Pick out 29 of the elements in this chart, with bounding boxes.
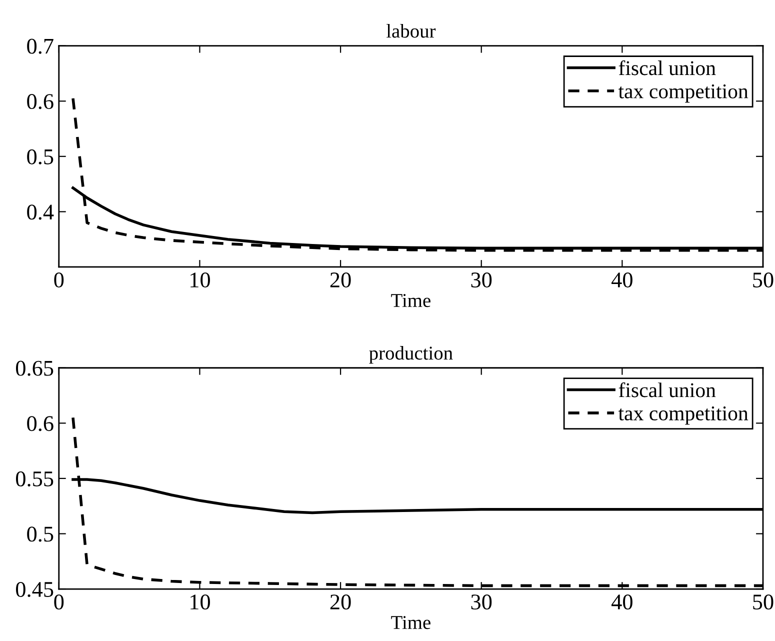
x-tick-label: 20 bbox=[330, 594, 351, 610]
y-tick-label: 0.65 bbox=[16, 360, 54, 376]
y-tick-label: 0.55 bbox=[16, 471, 54, 486]
x-axis-title: Time bbox=[391, 616, 430, 630]
x-tick-label: 50 bbox=[753, 594, 774, 610]
y-tick-label: 0.7 bbox=[27, 38, 54, 54]
chart-title: labour bbox=[386, 24, 436, 38]
x-tick-label: 10 bbox=[190, 594, 210, 610]
x-tick-label: 40 bbox=[611, 272, 632, 288]
y-tick-label: 0.45 bbox=[16, 582, 54, 598]
x-tick-label: 10 bbox=[190, 272, 210, 288]
y-tick-label: 0.4 bbox=[27, 204, 54, 220]
x-tick-label: 0 bbox=[54, 594, 64, 610]
y-tick-label: 0.5 bbox=[27, 149, 54, 164]
x-tick-label: 40 bbox=[611, 594, 632, 610]
x-tick-label: 20 bbox=[330, 272, 351, 288]
y-tick-label: 0.6 bbox=[27, 94, 54, 110]
x-tick-label: 30 bbox=[471, 594, 492, 610]
x-tick-label: 0 bbox=[54, 272, 64, 288]
x-axis-title: Time bbox=[391, 294, 430, 308]
x-tick-label: 30 bbox=[471, 272, 492, 288]
legend-label: fiscal union bbox=[618, 60, 716, 76]
y-tick-label: 0.6 bbox=[27, 416, 54, 432]
legend-label: fiscal union bbox=[618, 382, 716, 398]
chart-title: production bbox=[369, 346, 453, 364]
legend-label: tax competition bbox=[618, 406, 748, 425]
legend-label: tax competition bbox=[618, 84, 748, 103]
x-tick-label: 50 bbox=[753, 272, 774, 288]
y-tick-label: 0.5 bbox=[27, 526, 54, 542]
